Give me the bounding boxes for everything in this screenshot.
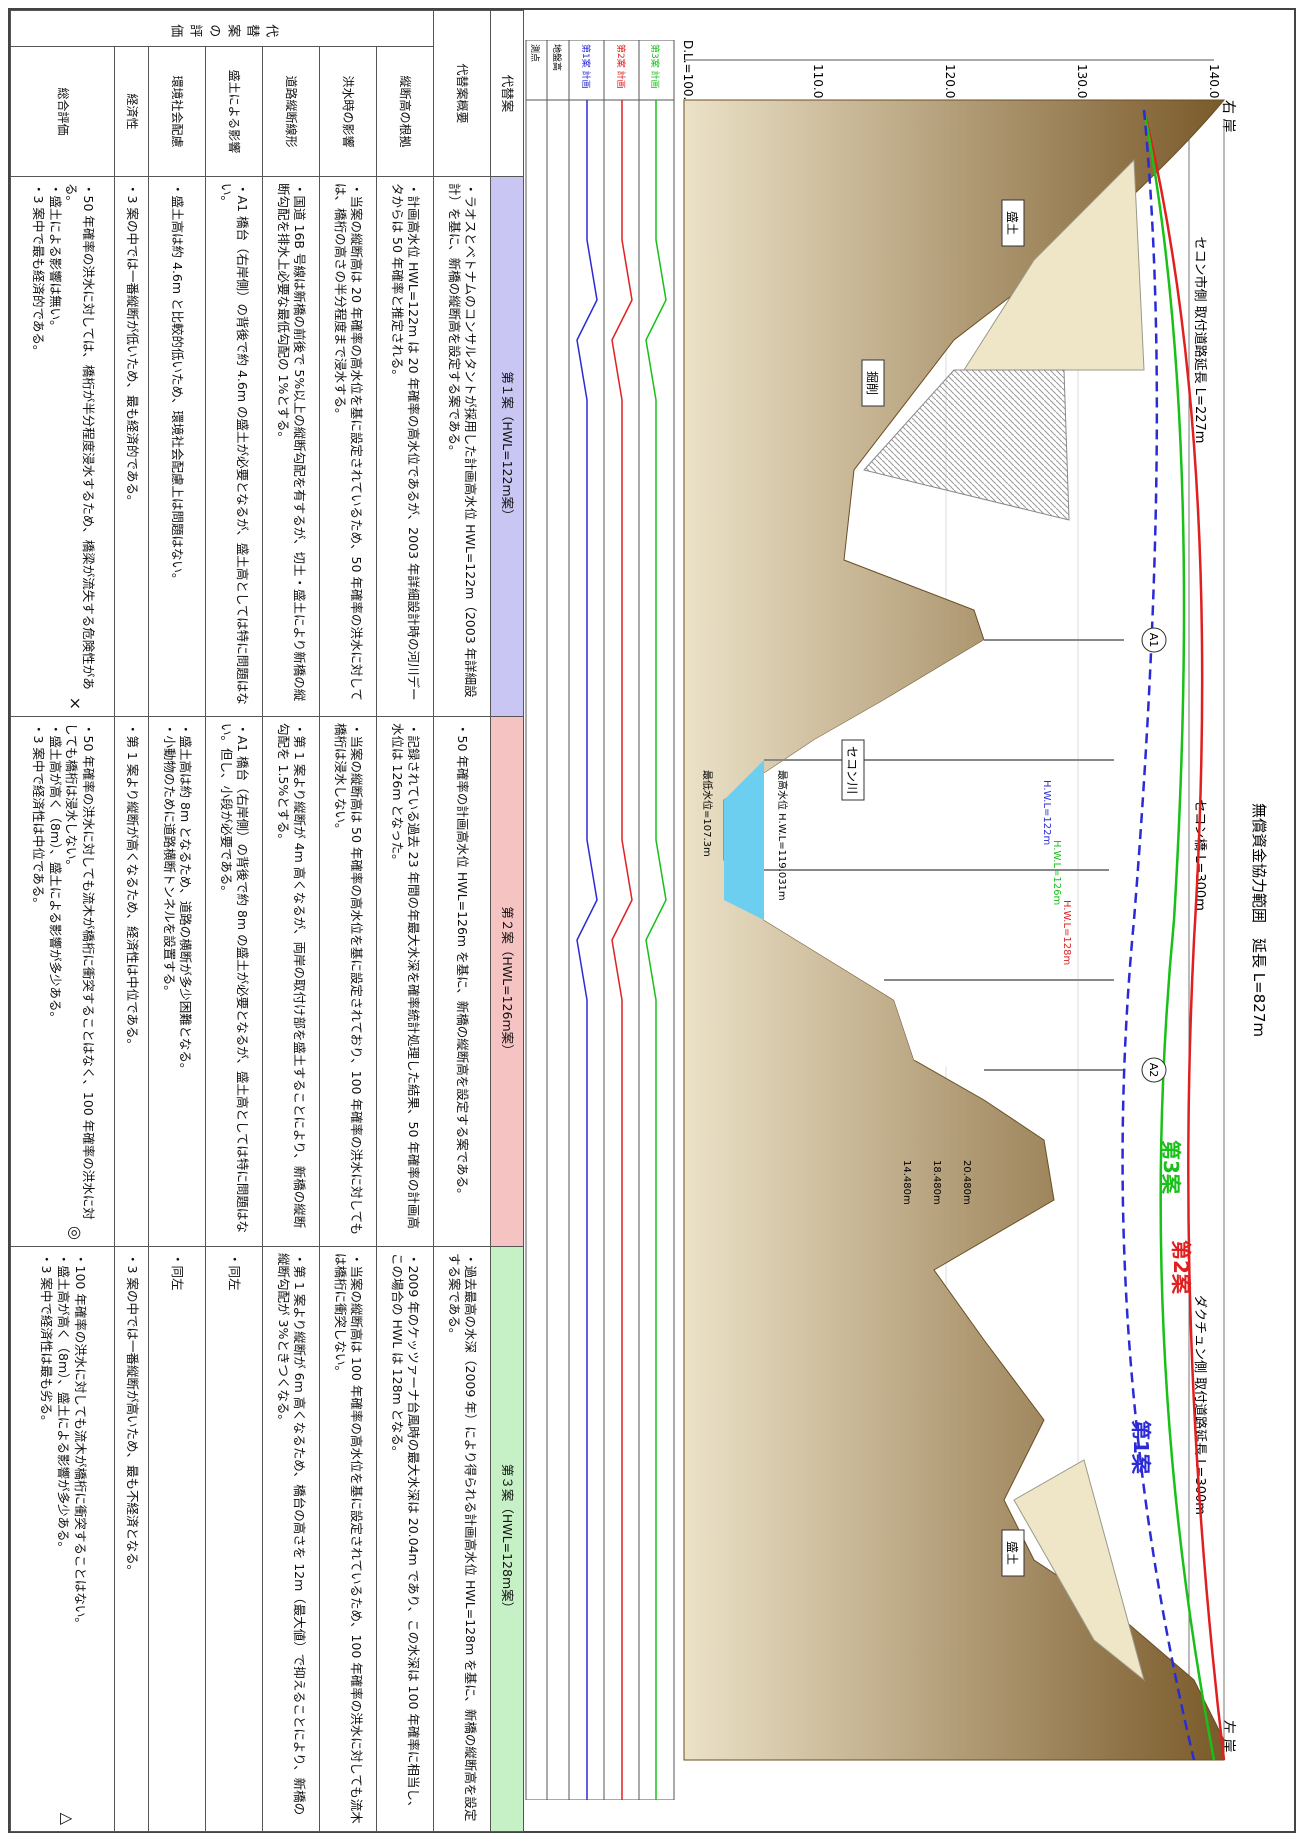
cell-case3: ・当案の縦断高は 100 年確率の高水位を基に設定されているため、100 年確率… [319,1246,377,1832]
elev-100: D.L.=100.0 [681,40,695,108]
river-label: セコン川 [845,746,859,794]
dim-18480: 18.480m [931,1160,942,1205]
table-row: 盛土による影響 ・A1 橋台（右岸側）の背後で約 4.6m の盛土が必要となるが… [205,11,263,1832]
abutment-a1: A1 [1147,633,1160,648]
row-name: 代替案概要 [433,10,491,177]
bank-left-label: 右 岸 [1220,100,1236,132]
cell-case1: ・国道 16B 号線は新橋の前後で 5%以上の縦断勾配を有するが、切土・盛土によ… [262,176,320,717]
cut-label: 掘削 [865,371,880,395]
table-row: 経済性 ・3 案の中では一番縦断が低いため、最も経済的である。 ・第 1 案より… [114,11,149,1832]
table-row: 代替案概要 ・ラオスとベトナムのコンサルタントが採用した計画高水位 HWL=12… [433,10,491,1832]
case2-label: 第2案 [1169,1240,1193,1295]
embankment-left-label: 盛土 [1005,211,1020,235]
row-label-case2: 第2案 計画 [615,44,627,89]
hwl-case1: H.W.L=122m [1041,780,1052,845]
cell-case1: ・計画高水位 HWL=122m は 20 年確率の高水位であるが、2003 年詳… [376,176,434,717]
case1-line [1121,109,1196,1761]
case3-label: 第3案 [1159,1140,1183,1195]
row-label-case1: 第1案 計画 [580,44,592,89]
cell-case3: △ ・100 年確率の洪水に対しても流木が橋桁に衝突することはない。 ・盛土高が… [10,1246,115,1832]
elev-130: 130.0 [1075,64,1089,98]
row-case3-curve [645,100,667,1800]
cell-case1: ・当案の縦断高は 20 年確率の高水位を基に設定されているため、50 年確率の洪… [319,176,377,717]
cell-case3: ・第 1 案より縦断が 6m 高くなるため、橋台の高さを 12m（最大値）で抑え… [262,1246,320,1832]
elev-140: 140.0 [1207,64,1221,98]
embankment-right-label: 盛土 [1005,1541,1020,1565]
embankment-right-area [1013,1459,1145,1682]
cut-area [863,369,1070,521]
profile-svg: 無償資金協力範囲 延長 L=827m 右 岸 左 岸 セコン市側 取付道路延長 … [525,40,1268,1800]
hwl-case3: H.W.L=128m [1061,900,1072,965]
water-body [724,760,764,920]
header-case2: 第２案（HWL=126m案） [490,716,524,1247]
table-row: 代替案の評価 縦断高の根拠 ・計画高水位 HWL=122m は 20 年確率の高… [10,10,434,1832]
elev-110: 110.0 [811,64,825,98]
elev-120: 120.0 [943,64,957,98]
cell-case2: ・盛土高は約 8m となるため、道路の横断が多少困難となる。 ・小動物のために道… [148,716,206,1247]
table-header-row: 代替案 第１案（HWL=122m案） 第２案（HWL=126m案） 第３案（HW… [490,10,524,1832]
hwl-case2: H.W.L=126m [1051,840,1062,905]
ground-profile [683,99,1226,1761]
header-case1: 第１案（HWL=122m案） [490,176,524,717]
cell-case2: ◎ ・50 年確率の洪水に対しても流木が橋桁に衝突することはなく、100 年確率… [10,716,115,1247]
summary-text-case2: ・50 年確率の洪水に対しても流木が橋桁に衝突することはなく、100 年確率の洪… [30,723,97,1220]
cell-case2: ・当案の縦断高は 50 年確率の高水位を基に設定されており、100 年確率の洪水… [319,716,377,1247]
cell-case1: × ・50 年確率の洪水に対しては、橋桁が半分程度浸水するため、橋梁が流失する危… [10,176,115,717]
row-label-station: 測点 [529,44,541,62]
table-row: 総合評価 × ・50 年確率の洪水に対しては、橋桁が半分程度浸水するため、橋梁が… [10,11,115,1832]
cell-case2: ・記録されている過去 23 年間の年最大水深を確率統計処理した結果、50 年確率… [376,716,434,1247]
cell-case3: ・過去最高の水深（2009 年）により得られる計画高水位 HWL=128m を基… [433,1246,491,1832]
case3-line [1142,109,1226,1761]
row-name: 総合評価 [10,46,115,177]
row-name: 環境社会配慮 [148,46,206,177]
longitudinal-profile: 無償資金協力範囲 延長 L=827m 右 岸 左 岸 セコン市側 取付道路延長 … [524,40,1284,1800]
table-row: 洪水時の影響 ・当案の縦断高は 20 年確率の高水位を基に設定されているため、5… [319,11,377,1832]
cell-case1: ・A1 橋台（右岸側）の背後で約 4.6m の盛土が必要となるが、盛土高としては… [205,176,263,717]
cell-case3: ・同左 [205,1246,263,1832]
header-case3: 第３案（HWL=128m案） [490,1246,524,1832]
cell-case1: ・ラオスとベトナムのコンサルタントが採用した計画高水位 HWL=122m（200… [433,176,491,717]
row-name: 経済性 [114,46,149,177]
case1-label: 第1案 [1129,1420,1153,1475]
evaluation-table: 代替案 第１案（HWL=122m案） 第２案（HWL=126m案） 第３案（HW… [10,10,524,1832]
eval-mark-case2: ◎ [66,1226,86,1241]
cell-case2: ・第 1 案より縦断が高くなるため、経済性は中位である。 [114,716,149,1247]
diagram-title: 無償資金協力範囲 延長 L=827m [1250,803,1268,1037]
eval-mark-case1: × [66,696,86,711]
cell-case3: ・同左 [148,1246,206,1832]
row-name: 道路縦断線形 [262,46,320,177]
eval-mark-case3: △ [57,1812,77,1826]
cell-case1: ・盛土高は約 4.6m と比較的低いため、環境社会配慮上は問題はない。 [148,176,206,717]
row-label-case3: 第3案 計画 [649,44,661,89]
abutment-a2: A2 [1147,1063,1160,1078]
summary-text-case1: ・50 年確率の洪水に対しては、橋桁が半分程度浸水するため、橋梁が流失する危険性… [30,183,97,690]
cell-case1: ・3 案の中では一番縦断が低いため、最も経済的である。 [114,176,149,717]
table-row: 道路縦断線形 ・国道 16B 号線は新橋の前後で 5%以上の縦断勾配を有するが、… [262,11,320,1832]
case2-line [1142,109,1216,1761]
summary-text-case3: ・100 年確率の洪水に対しても流木が橋桁に衝突することはない。 ・盛土高が高く… [39,1253,88,1630]
section-label: 代替案の評価 [10,10,434,47]
dim-14480: 14.480m [901,1160,912,1205]
left-approach-label: セコン市側 取付道路延長 L=227m [1192,237,1208,444]
cell-case3: ・2009 年のケッツァーナ台風時の最大水深は 20.04m であり、この水深は… [376,1246,434,1832]
cell-case2: ・第 1 案より縦断が 4m 高くなるが、両岸の取付け部を盛土することにより、新… [262,716,320,1247]
cell-case3: ・3 案の中では一番縦断が高いため、最も不経済となる。 [114,1246,149,1832]
row-label-ground: 地盤高 [551,44,563,71]
row-name: 縦断高の根拠 [376,46,434,177]
row-name: 洪水時の影響 [319,46,377,177]
cell-case2: ・A1 橋台（右岸側）の背後で約 8m の盛土が必要となるが、盛土高としては特に… [205,716,263,1247]
dim-20480: 20.480m [961,1160,972,1205]
low-water-level: 最低水位=107.3m [701,770,714,857]
record-water-level: 最高水位 H.W.L=119.031m [776,770,789,901]
cell-case2: ・50 年確率の計画高水位 HWL=126m を基に、新橋の縦断高を設定する案で… [433,716,491,1247]
river-section [724,640,984,1070]
header-alt: 代替案 [490,10,524,177]
row-case1-curve [576,100,598,1800]
table-row: 環境社会配慮 ・盛土高は約 4.6m と比較的低いため、環境社会配慮上は問題はな… [148,11,206,1832]
row-case2-curve [611,100,633,1800]
row-name: 盛土による影響 [205,46,263,177]
